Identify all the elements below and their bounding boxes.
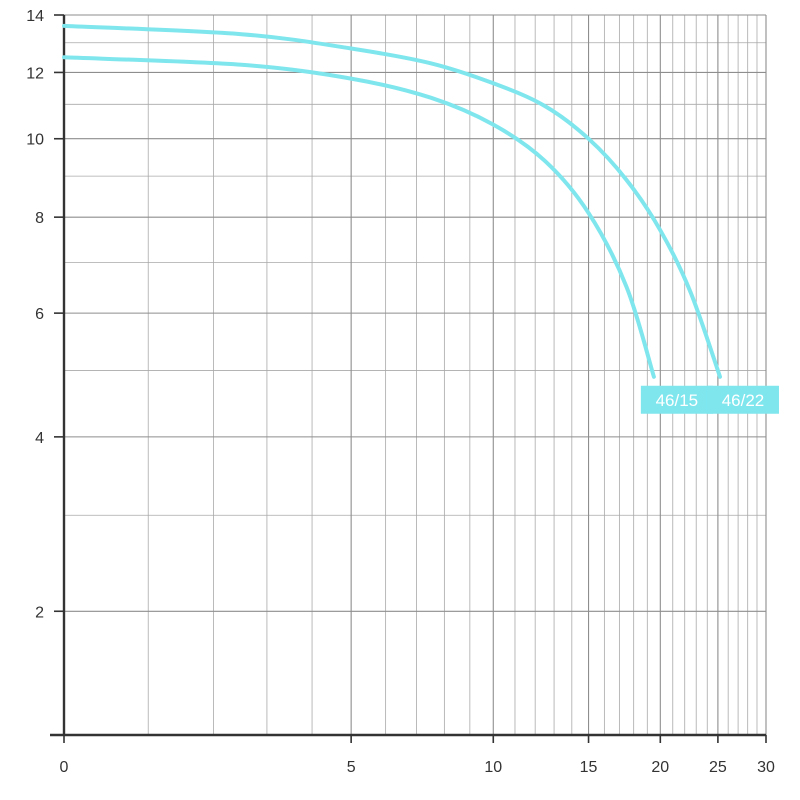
series-line-46-15 [62, 55, 656, 379]
y-tick-label: 12 [26, 65, 44, 82]
series-labels: 46/15 46/22 [640, 385, 779, 414]
y-tick-label: 14 [26, 8, 44, 25]
series-tag-box [706, 385, 779, 414]
x-tick-label: 10 [484, 759, 502, 776]
series-tag-label: 46/22 [722, 391, 765, 410]
series-tag-box [640, 385, 713, 414]
axes [50, 15, 766, 737]
x-tick-label: 0 [60, 759, 69, 776]
x-tick-label: 15 [580, 759, 598, 776]
x-tick-label: 25 [709, 759, 727, 776]
x-tick-label: 20 [651, 759, 669, 776]
y-tick-label: 4 [35, 430, 44, 447]
y-tick-label: 8 [35, 210, 44, 227]
y-tick-label: 10 [26, 132, 44, 149]
series-tag-label: 46/15 [656, 391, 699, 410]
x-axis-ticks: 0 5 10 15 20 25 30 [60, 735, 775, 776]
series-line-46-22 [62, 23, 722, 379]
series-curves [62, 23, 722, 379]
x-tick-label: 5 [347, 759, 356, 776]
y-tick-label: 2 [35, 604, 44, 621]
x-tick-label: 30 [757, 759, 775, 776]
grid-major [64, 14, 767, 735]
y-tick-label: 6 [35, 306, 44, 323]
y-axis-ticks: 2 4 6 8 10 12 14 [26, 8, 64, 621]
